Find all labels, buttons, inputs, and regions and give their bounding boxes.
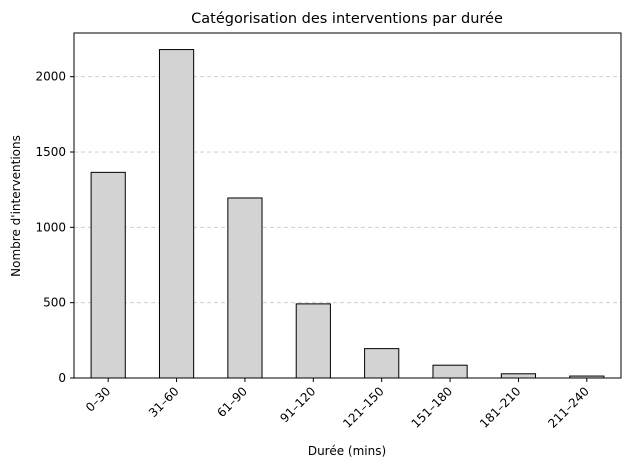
bar-151–180 (432, 364, 468, 379)
bar-61–90 (227, 197, 263, 379)
x-axis-ticks: 0–30 31–60 61–90 91–120 121–150 151–180 181–21… (83, 378, 592, 431)
plot-frame (73, 32, 622, 379)
x-tick-label: 91–120 (277, 384, 318, 425)
chart-title: Catégorisation des interventions par dur… (191, 11, 503, 27)
y-tick-label: 1000 (35, 220, 66, 234)
x-tick-label: 31–60 (146, 384, 182, 420)
bar-31–60 (158, 49, 195, 379)
bar-0–30 (90, 171, 126, 379)
grid-lines (74, 76, 621, 304)
x-tick-label: 211–240 (545, 384, 592, 431)
y-tick-label: 500 (43, 296, 66, 310)
x-axis-label: Durée (mins) (308, 444, 386, 458)
y-axis-label: Nombre d'interventions (9, 135, 23, 277)
y-tick-label: 0 (58, 371, 66, 385)
x-tick-label: 151–180 (409, 384, 456, 431)
bar-181–210 (500, 373, 537, 379)
bar-91–120 (295, 303, 331, 379)
bar-121–150 (364, 348, 400, 379)
x-tick-label: 0–30 (83, 384, 113, 414)
x-tick-label: 121–150 (340, 384, 387, 431)
x-tick-label: 181–210 (477, 384, 524, 431)
y-tick-label: 2000 (35, 70, 66, 84)
bars (90, 49, 605, 379)
y-axis-ticks: 0 500 1000 1500 2000 (35, 70, 74, 385)
y-tick-label: 1500 (35, 145, 66, 159)
x-tick-label: 61–90 (214, 384, 250, 420)
